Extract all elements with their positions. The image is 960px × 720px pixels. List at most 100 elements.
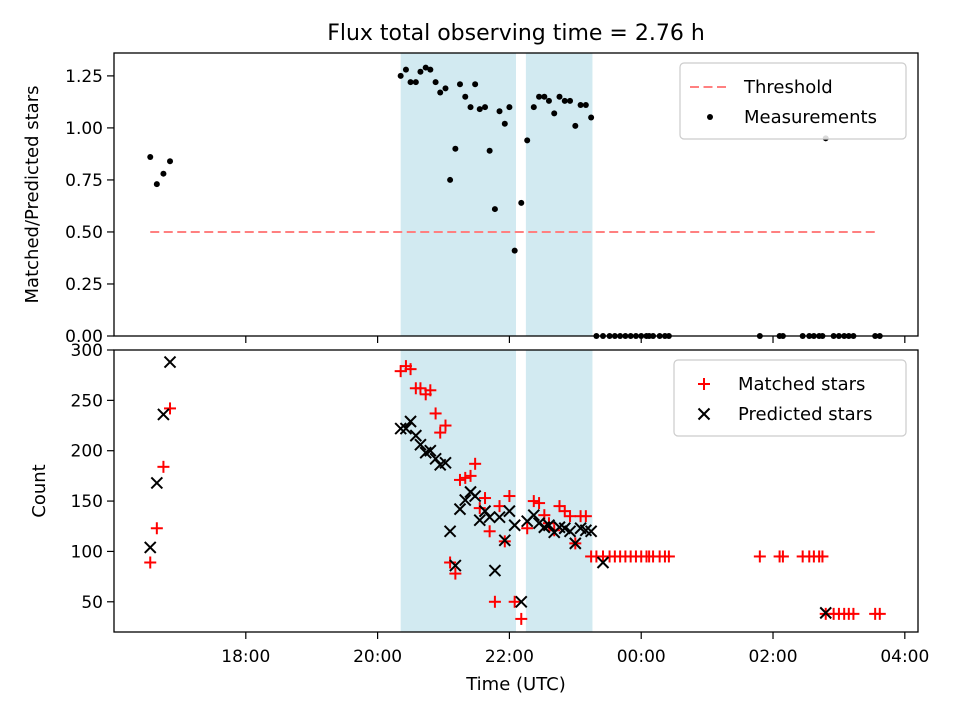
data-point-cross-6 (404, 415, 417, 428)
legend-box (673, 359, 907, 437)
data-point-plus-22 (483, 525, 496, 538)
data-point-cross-4-b (394, 422, 407, 435)
data-point-cross-21 (478, 504, 492, 518)
data-point-cross-24 (493, 510, 506, 524)
data-point-plus-3 (164, 402, 177, 415)
data-point-cross-7 (409, 429, 423, 442)
data-point-cross-43-b (819, 606, 832, 620)
data-point-cross-15 (449, 559, 462, 572)
legend-marker-cross (697, 407, 711, 421)
data-point-dot-5 (402, 66, 409, 73)
data-point-cross-41 (584, 525, 598, 538)
data-point-cross-26-b (503, 504, 516, 518)
data-point-cross-28 (515, 595, 528, 608)
y-tick-label-2: 150 (71, 492, 103, 512)
data-point-plus-40 (579, 510, 592, 523)
data-point-cross-4 (394, 422, 407, 435)
legend: Threshold Measurements (679, 62, 907, 140)
data-point-dot-38 (572, 122, 579, 129)
data-point-plus-2 (157, 460, 170, 473)
data-point-cross-10-b (424, 444, 437, 457)
data-point-cross-8-b (414, 438, 427, 451)
data-point-plus-31 (533, 497, 546, 510)
data-point-plus-30 (527, 495, 540, 508)
data-point-dot-24 (496, 108, 503, 115)
data-point-cross-6-b (404, 415, 417, 428)
data-point-plus-29 (521, 522, 534, 535)
data-point-dot-2 (160, 170, 167, 177)
x-tick-label-0: 18:00 (221, 647, 270, 667)
data-point-cross-25-b (498, 534, 512, 547)
x-tick-label-3: 00:00 (617, 647, 666, 667)
top-axes: 0.00 0.25 0.50 0.75 1.00 1.25 Matched/Predicte… (22, 52, 919, 347)
legend-label-0: Threshold (743, 77, 833, 98)
data-point-dot-28 (518, 199, 525, 206)
data-point-plus-35 (553, 500, 566, 513)
data-point-dot-13 (442, 85, 449, 92)
data-point-cross-0 (144, 541, 157, 554)
legend-box (679, 62, 907, 140)
data-point-plus-36 (558, 505, 571, 518)
data-point-cross-15-b (449, 559, 462, 572)
legend-label-0: Matched stars (738, 374, 865, 395)
data-point-cross-40-b (579, 524, 593, 537)
data-point-dot-17 (462, 93, 469, 100)
y-tick-label-0: 50 (81, 593, 103, 613)
data-point-plus-64 (816, 550, 829, 563)
data-point-cross-37-b (563, 525, 577, 538)
data-point-cross-1 (150, 476, 164, 490)
data-point-cross-2 (157, 408, 170, 421)
y-axis-label: Matched/Predicted stars (22, 86, 43, 304)
axes-frame (113, 52, 919, 337)
series-cross (144, 355, 832, 620)
data-point-cross-33-b (542, 519, 556, 532)
data-point-cross-3 (163, 355, 177, 369)
data-point-cross-5-b (399, 422, 413, 435)
data-point-cross-30 (527, 508, 541, 522)
data-point-dot-10 (427, 66, 434, 73)
data-point-cross-23 (488, 564, 502, 577)
data-point-cross-41-b (584, 525, 598, 538)
shaded-region-1 (525, 53, 593, 336)
data-point-cross-14-b (443, 525, 457, 538)
bottom-axes: 50 100 150 200 250 300 18:00 20:00 22:00 00:00 02:… (29, 341, 929, 695)
shaded-region-0 (400, 350, 516, 632)
axes-frame (113, 349, 919, 633)
y-tick-label-5: 1.25 (65, 67, 103, 87)
data-point-cross-39-b (574, 522, 587, 535)
data-point-dot-41 (588, 114, 595, 121)
data-point-dot-8 (417, 68, 424, 75)
data-point-cross-28-b (515, 595, 528, 608)
data-point-plus-14 (444, 556, 457, 569)
data-point-cross-17-b (459, 493, 472, 507)
data-point-cross-24-b (493, 510, 506, 524)
x-axis-label: Time (UTC) (465, 674, 566, 695)
legend-label-1: Measurements (744, 107, 877, 128)
data-point-plus-20 (473, 502, 486, 515)
data-point-plus-28 (515, 612, 528, 625)
data-point-dot-31 (536, 93, 543, 100)
data-point-plus-15 (449, 567, 462, 580)
data-point-plus-11 (429, 407, 442, 420)
data-point-cross-42 (596, 556, 610, 569)
y-tick-label-3: 200 (71, 442, 103, 462)
y-tick-label-1: 100 (71, 542, 103, 562)
data-point-cross-11 (429, 452, 442, 465)
data-point-dot-16 (456, 81, 463, 88)
data-point-cross-42-b (596, 556, 610, 569)
y-tick-label-5: 300 (71, 341, 103, 361)
data-point-cross-37 (563, 525, 577, 538)
data-point-plus-27 (508, 595, 521, 608)
data-point-cross-8 (414, 438, 427, 451)
data-point-dot-12 (437, 89, 444, 96)
data-point-plus-1 (150, 522, 163, 535)
data-point-cross-13 (439, 456, 452, 470)
y-tick-label-2: 0.50 (65, 223, 103, 243)
legend-marker-cross-b (697, 407, 711, 421)
data-point-dot-40 (582, 102, 589, 109)
y-tick-label-1: 0.25 (65, 275, 103, 295)
data-point-dot-33 (545, 97, 552, 104)
data-point-dot-35 (556, 93, 563, 100)
data-point-cross-38 (569, 537, 582, 550)
